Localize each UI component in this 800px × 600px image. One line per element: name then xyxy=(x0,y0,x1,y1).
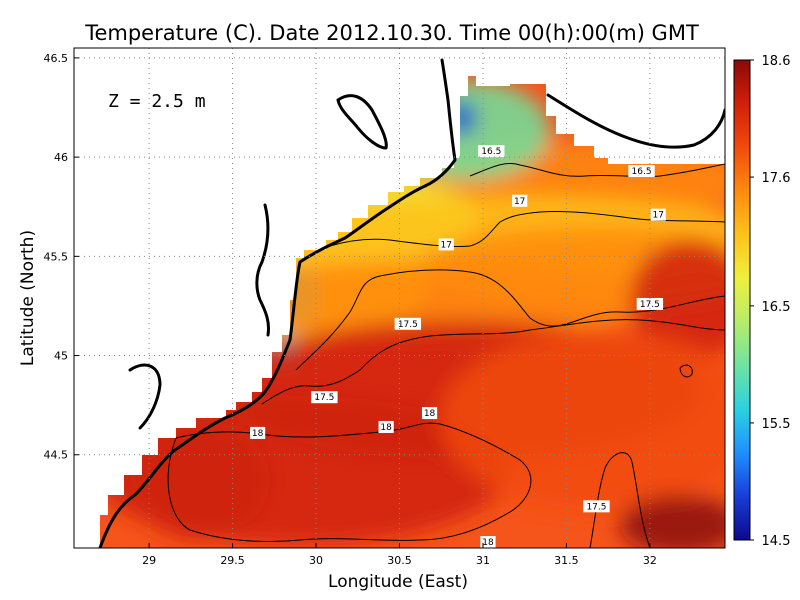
contour-label: 16.5 xyxy=(632,167,652,177)
contour-16-5 xyxy=(469,162,725,178)
contour-label: 17 xyxy=(653,211,664,221)
contour-label-bg xyxy=(438,238,454,251)
chart-title: Temperature (C). Date 2012.10.30. Time 0… xyxy=(84,21,699,45)
contour-label: 18 xyxy=(380,423,392,433)
y-axis: 44.5 45 45.5 46 46.5 xyxy=(44,52,79,462)
contour-label-bg xyxy=(378,420,394,433)
x-tick-label: 30.5 xyxy=(387,554,412,567)
contour-label: 18 xyxy=(482,538,494,548)
coastline xyxy=(98,58,725,548)
x-tick-label: 31.5 xyxy=(554,554,579,567)
y-tick-label: 45 xyxy=(54,350,68,363)
x-tick-label: 32 xyxy=(643,554,657,567)
contour-label-bg xyxy=(480,536,496,548)
y-tick-label: 46 xyxy=(54,151,68,164)
contour-label: 17.5 xyxy=(314,393,334,403)
colorbar-gradient xyxy=(733,59,751,541)
contour-label: 17.5 xyxy=(586,502,606,512)
contour-label: 17 xyxy=(441,240,452,250)
x-tick-label: 31 xyxy=(476,554,490,567)
coastline-limans-west xyxy=(128,363,162,430)
contour-label: 16.5 xyxy=(481,147,501,157)
contour-label-bg xyxy=(394,317,422,330)
contour-label: 17 xyxy=(514,197,525,207)
colorbar-tick-label: 18.6 xyxy=(762,54,791,69)
colorbar-tick-label: 17.6 xyxy=(762,171,791,186)
colorbar-tick-label: 15.5 xyxy=(762,417,791,432)
y-tick-label: 44.5 xyxy=(44,449,69,462)
contour-labels: 16.5 16.5 17 17 17 17.5 17.5 17.5 18 18 18 17.5 18 xyxy=(250,145,666,548)
contour-label-bg xyxy=(421,407,438,420)
y-axis-label: Latitude (North) xyxy=(18,230,38,366)
colorbar-tick-label: 14.5 xyxy=(762,534,791,549)
x-axis-label: Longitude (East) xyxy=(328,572,468,592)
grid-lines xyxy=(74,48,725,548)
contour-label-bg xyxy=(583,500,610,513)
contour-label-bg xyxy=(250,426,266,439)
contour-label: 17.5 xyxy=(640,300,660,310)
contour-17-5-lower xyxy=(261,319,725,405)
plot-area: 16.5 16.5 17 17 17 17.5 17.5 17.5 18 18 18 17.5 18 xyxy=(74,48,725,548)
contour-label-bg xyxy=(512,194,528,207)
colorbar: 14.5 15.5 16.5 17.6 18.6 xyxy=(733,54,791,549)
coastline-lagoon xyxy=(336,94,388,150)
coastline-estuary xyxy=(546,93,725,149)
y-tick-label: 46.5 xyxy=(44,52,69,65)
x-tick-label: 29 xyxy=(142,554,156,567)
x-tick-label: 29.5 xyxy=(220,554,245,567)
x-tick-label: 30 xyxy=(309,554,323,567)
x-axis: 29 29.5 30 30.5 31 31.5 32 xyxy=(142,543,657,567)
contour-17-5-upper xyxy=(295,269,725,371)
contour-17 xyxy=(329,210,725,248)
contour-label-bg xyxy=(311,391,338,404)
contour-label: 17.5 xyxy=(398,320,418,330)
contour-isolated xyxy=(679,364,693,378)
depth-annotation: Z = 2.5 m xyxy=(108,91,206,112)
contour-label-bg xyxy=(478,145,505,158)
contour-label: 18 xyxy=(424,409,436,419)
contour-label: 18 xyxy=(252,429,264,439)
contour-lines xyxy=(167,162,725,548)
y-tick-label: 45.5 xyxy=(44,250,69,263)
coastline-peninsula xyxy=(255,203,270,337)
contour-label-bg xyxy=(650,208,666,221)
coastline-main xyxy=(98,58,457,548)
contour-18 xyxy=(167,422,532,543)
colorbar-tick-label: 16.5 xyxy=(762,300,791,315)
contour-label-bg xyxy=(628,165,655,178)
